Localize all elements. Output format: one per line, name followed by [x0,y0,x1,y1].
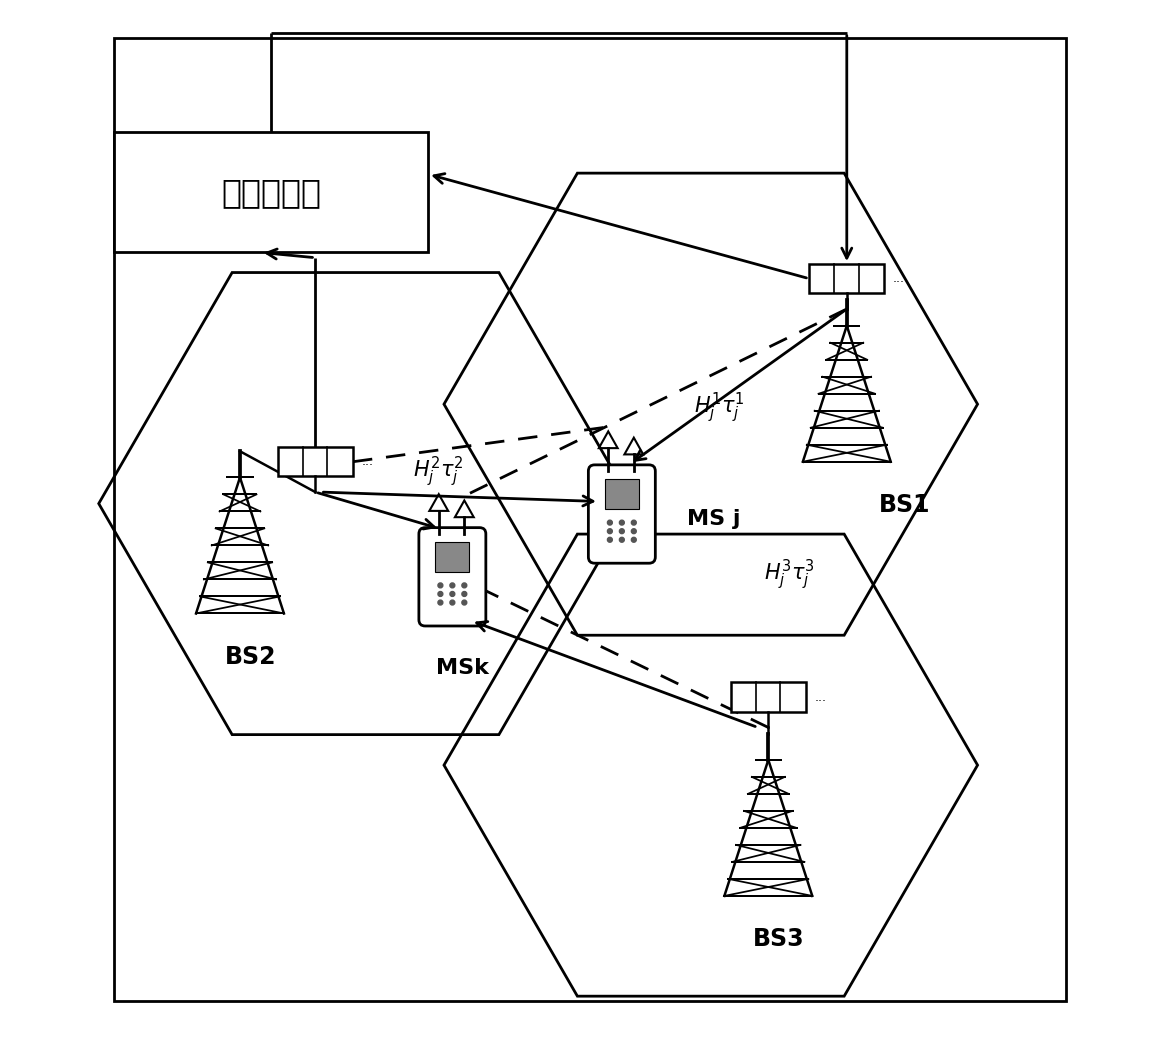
Text: ...: ... [814,690,826,704]
Circle shape [462,600,466,605]
Text: $H_j^2\tau_j^2$: $H_j^2\tau_j^2$ [413,455,464,490]
Text: $H_j^3\tau_j^3$: $H_j^3\tau_j^3$ [764,557,814,592]
FancyBboxPatch shape [419,528,486,626]
Circle shape [608,520,612,526]
Bar [810,264,884,294]
Text: 中央控制器: 中央控制器 [222,176,321,209]
Text: BS1: BS1 [878,493,930,517]
Text: MSk: MSk [436,659,490,679]
Circle shape [438,600,443,605]
Circle shape [619,537,624,542]
Text: $H_j^1\tau_j^1$: $H_j^1\tau_j^1$ [694,390,745,425]
Circle shape [608,529,612,534]
Text: ...: ... [893,272,905,285]
Bar [435,541,470,572]
Bar [115,132,428,253]
Text: MS j: MS j [687,509,740,530]
Text: ...: ... [361,455,374,468]
Text: BS3: BS3 [753,927,805,951]
Circle shape [450,592,455,597]
Circle shape [631,529,637,534]
Circle shape [462,583,466,587]
Bar [606,478,639,509]
FancyBboxPatch shape [588,465,655,563]
Circle shape [450,583,455,587]
Circle shape [608,537,612,542]
Circle shape [619,520,624,526]
Circle shape [450,600,455,605]
Circle shape [462,592,466,597]
Bar [277,447,353,476]
Bar [731,683,806,712]
Text: BS2: BS2 [225,645,276,669]
Circle shape [438,592,443,597]
Circle shape [631,537,637,542]
Circle shape [619,529,624,534]
Circle shape [438,583,443,587]
Circle shape [631,520,637,526]
